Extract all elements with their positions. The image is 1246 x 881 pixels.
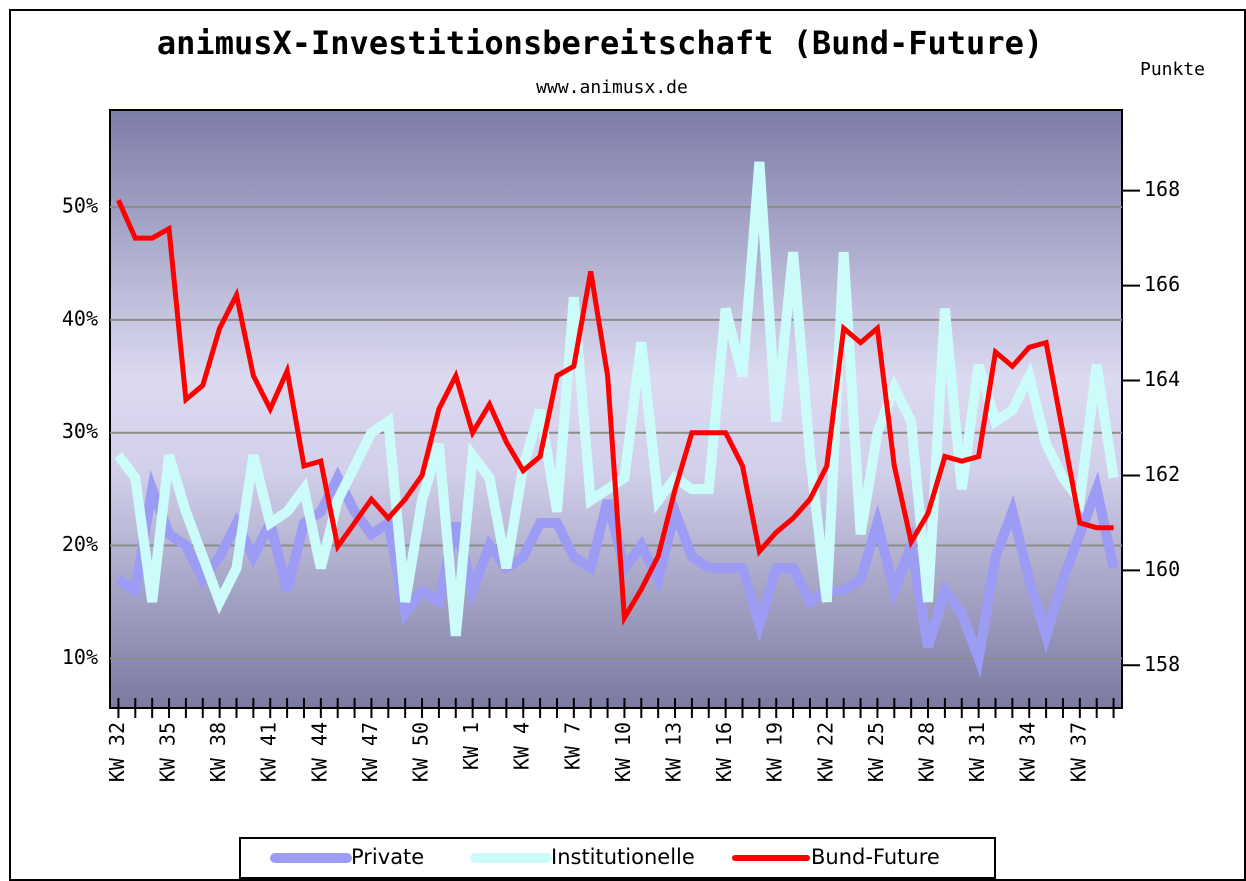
x-tick-label: KW 22 bbox=[813, 722, 837, 782]
x-tick-label: KW 41 bbox=[257, 722, 281, 782]
legend-label: Private bbox=[351, 845, 424, 869]
y2-tick-label: 162 bbox=[1144, 462, 1180, 486]
x-tick-label: KW 10 bbox=[611, 722, 635, 782]
chart-subtitle: www.animusx.de bbox=[536, 77, 688, 98]
y2-tick-label: 158 bbox=[1144, 652, 1180, 676]
legend bbox=[239, 837, 996, 879]
y-tick-label: 50% bbox=[62, 194, 98, 218]
y-tick-label: 10% bbox=[62, 645, 98, 669]
x-tick-label: KW 38 bbox=[206, 722, 230, 782]
y2-tick-label: 160 bbox=[1144, 557, 1180, 581]
x-tick-label: KW 37 bbox=[1066, 722, 1090, 782]
x-tick-label: KW 1 bbox=[459, 722, 483, 770]
y2-tick-label: 166 bbox=[1144, 272, 1180, 296]
y-tick-label: 30% bbox=[62, 419, 98, 443]
x-tick-label: KW 31 bbox=[965, 722, 989, 782]
series-line bbox=[116, 199, 1114, 626]
x-tick-label: KW 13 bbox=[662, 722, 686, 782]
legend-label: Bund-Future bbox=[811, 845, 940, 869]
series-line bbox=[115, 466, 1119, 678]
x-tick-label: KW 16 bbox=[712, 722, 736, 782]
x-tick-label: KW 25 bbox=[864, 722, 888, 782]
x-tick-label: KW 19 bbox=[763, 722, 787, 782]
x-tick-label: KW 32 bbox=[105, 722, 129, 782]
legend-label: Institutionelle bbox=[551, 845, 695, 869]
x-tick-label: KW 47 bbox=[358, 722, 382, 782]
x-tick-label: KW 28 bbox=[915, 722, 939, 782]
y-tick-label: 40% bbox=[62, 306, 98, 330]
x-tick-label: KW 44 bbox=[307, 722, 331, 782]
x-tick-label: KW 34 bbox=[1016, 722, 1040, 782]
chart-layer: 10% 20% 30% 40% 50% 158 160 162 164 166 168 KW 32 KW… bbox=[62, 161, 1180, 869]
y2-tick-label: 164 bbox=[1144, 367, 1180, 391]
x-tick-label: KW 7 bbox=[560, 722, 584, 770]
x-tick-label: KW 4 bbox=[510, 722, 534, 770]
y-tick-label: 20% bbox=[62, 532, 98, 556]
x-tick-label: KW 35 bbox=[156, 722, 180, 782]
y2-tick-label: 168 bbox=[1144, 177, 1180, 201]
chart-title: animusX-Investitionsbereitschaft (Bund-F… bbox=[157, 24, 1043, 62]
x-tick-label: KW 50 bbox=[409, 722, 433, 782]
y2-axis-label: Punkte bbox=[1140, 59, 1205, 80]
